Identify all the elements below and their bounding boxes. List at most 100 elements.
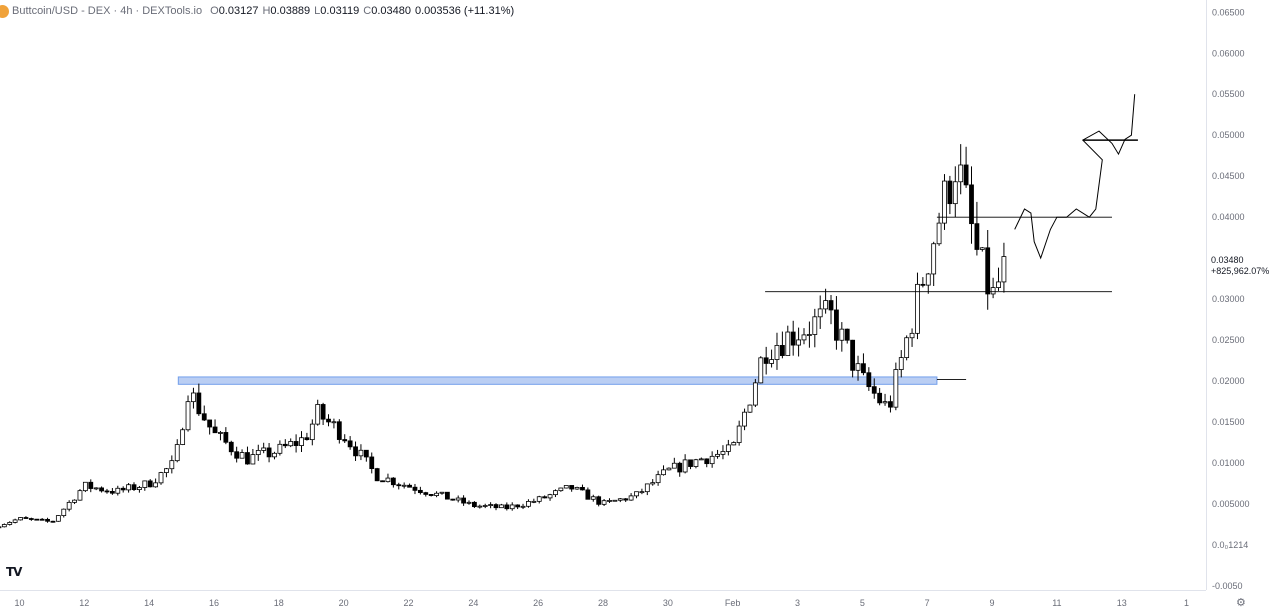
candle-body <box>185 401 191 431</box>
candle <box>272 451 277 460</box>
candle-body <box>769 359 774 364</box>
candle-body <box>779 345 785 356</box>
candle-body <box>1001 256 1007 283</box>
candle-body <box>801 334 807 341</box>
candle <box>315 399 321 426</box>
time-tick-label: 12 <box>79 598 89 608</box>
candle-body <box>628 495 634 501</box>
candle-body <box>655 474 661 484</box>
candle <box>807 321 812 348</box>
candle-body <box>736 425 742 443</box>
candle-body <box>882 401 888 404</box>
candle-body <box>817 308 823 318</box>
candle-body <box>142 480 148 488</box>
price-scale[interactable] <box>1206 0 1280 590</box>
candle-body <box>380 480 385 483</box>
candle <box>580 484 585 491</box>
candle <box>596 495 602 507</box>
price-tick-label: 0.06000 <box>1212 48 1245 58</box>
time-tick-label: 9 <box>990 598 995 608</box>
candle <box>466 500 472 505</box>
candle <box>812 308 818 348</box>
candle <box>947 175 953 215</box>
candle-body <box>790 331 796 346</box>
candle-body <box>390 477 396 486</box>
candle-body <box>299 437 304 446</box>
candle <box>153 478 159 488</box>
candle <box>18 517 23 521</box>
candle-body <box>82 481 88 492</box>
candle <box>66 500 72 512</box>
candle <box>590 494 596 502</box>
candle-body <box>650 482 656 485</box>
candle-body <box>353 446 358 457</box>
last-price-change: +825,962.07% <box>1211 266 1270 276</box>
candle <box>979 247 985 252</box>
price-tick-label: 0.06500 <box>1212 7 1245 17</box>
symbol-title[interactable]: Buttcoin/USD - DEX · 4h · DEXTools.io <box>12 5 203 17</box>
candle-body <box>374 468 380 482</box>
time-tick-label: 30 <box>663 598 673 608</box>
candle-body <box>358 449 364 457</box>
candle <box>942 174 947 230</box>
candle-body <box>250 454 256 465</box>
candle-body <box>990 287 996 295</box>
candle <box>601 498 607 507</box>
tradingview-logo-icon[interactable]: TV <box>6 565 23 579</box>
candle <box>634 491 639 499</box>
price-tick-label: 0.02000 <box>1212 376 1245 386</box>
candle-body <box>688 459 693 467</box>
candle-body <box>315 404 321 425</box>
time-tick-label: 13 <box>1117 598 1127 608</box>
candle <box>385 473 391 483</box>
candle <box>909 328 915 347</box>
candle <box>828 295 834 325</box>
candle-body <box>774 345 780 360</box>
candle-body <box>585 489 591 500</box>
candle-body <box>796 339 801 346</box>
candle <box>682 454 688 474</box>
candle-body <box>104 490 110 493</box>
last-price-value: 0.03480 <box>1211 255 1244 265</box>
coin-icon <box>0 4 9 18</box>
candle <box>731 441 737 446</box>
candle-body <box>828 300 834 311</box>
support-zone <box>177 376 938 385</box>
candle <box>650 479 656 486</box>
candle-body <box>39 518 45 521</box>
candle <box>855 355 861 381</box>
candle-body <box>444 491 450 500</box>
candle <box>888 395 893 413</box>
candle <box>558 487 564 492</box>
candle <box>488 502 494 509</box>
candle <box>536 495 542 504</box>
candle-body <box>326 418 331 423</box>
candle <box>509 502 515 511</box>
change-value: 0.003536 (+11.31%) <box>414 5 515 17</box>
time-tick-label: 16 <box>209 598 219 608</box>
candle <box>277 440 283 456</box>
high-key: H <box>262 5 271 17</box>
candle <box>704 458 710 468</box>
candle-body <box>909 332 915 339</box>
time-scale[interactable] <box>0 590 1206 611</box>
support-zone-layer <box>177 376 938 385</box>
price-tick-label: 0.0₀1214 <box>1212 540 1248 550</box>
candle-body <box>363 449 369 458</box>
candle <box>336 419 342 444</box>
time-tick-label: 22 <box>403 598 413 608</box>
candle-body <box>255 450 261 456</box>
candle-body <box>288 441 294 447</box>
candle <box>407 483 412 488</box>
candle-body <box>245 452 250 465</box>
candle-body <box>866 372 872 388</box>
candle <box>666 467 672 471</box>
settings-icon[interactable]: ⚙ <box>1236 597 1246 609</box>
candle-body <box>947 180 953 205</box>
candle <box>164 467 169 478</box>
candle <box>201 405 207 422</box>
candle-body <box>304 437 310 441</box>
candle <box>623 498 629 503</box>
candle-body <box>472 501 477 508</box>
